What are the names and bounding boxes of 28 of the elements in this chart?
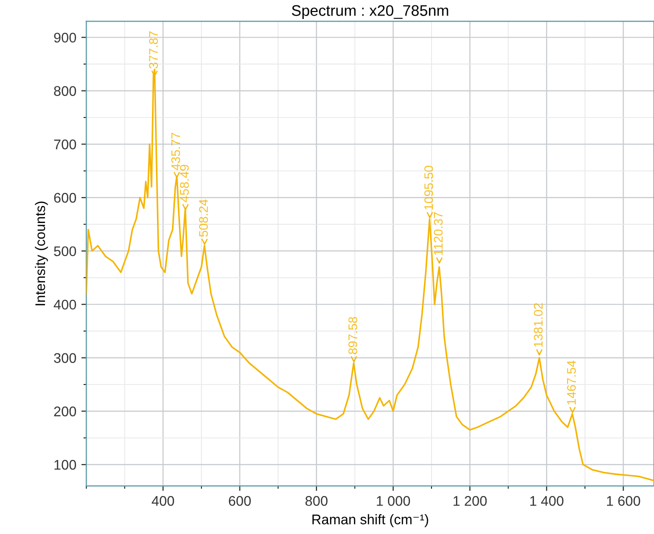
annotation: 1467.54 <box>567 360 576 404</box>
y-tick-label: 100 <box>54 460 76 470</box>
annotation: 1381.02 <box>534 303 543 347</box>
annotation: 508.24 <box>199 199 208 237</box>
y-tick-label: 200 <box>54 406 76 416</box>
y-tick-label: 800 <box>54 86 76 96</box>
x-tick-label: 600 <box>228 496 251 506</box>
x-axis-title: Raman shift (cm⁻¹) <box>312 514 428 528</box>
y-tick-label: 300 <box>54 353 76 363</box>
y-axis-title: Intensity (counts) <box>34 202 48 306</box>
annotation: 435.77 <box>171 132 180 170</box>
x-tick-label: 800 <box>305 496 328 506</box>
y-tick-label: 500 <box>54 246 76 256</box>
annotation: 897.58 <box>348 316 358 354</box>
annotation: 377.87 <box>149 31 158 69</box>
annotation: 1120.37 <box>434 212 443 255</box>
y-tick-label: 400 <box>54 300 76 310</box>
x-tick-label: 1 000 <box>376 496 410 506</box>
x-tick-label: 1 600 <box>607 496 640 506</box>
chart-title: Spectrum : x20_785nm <box>292 5 448 19</box>
annotation: 458.49 <box>180 164 189 202</box>
annotation: 1095.50 <box>424 166 434 210</box>
x-tick-label: 400 <box>152 496 174 506</box>
x-tick-label: 1 400 <box>530 496 564 506</box>
y-tick-label: 700 <box>54 140 76 150</box>
x-tick-label: 1 200 <box>454 496 487 506</box>
y-tick-label: 900 <box>54 32 76 43</box>
y-tick-label: 600 <box>54 192 76 203</box>
